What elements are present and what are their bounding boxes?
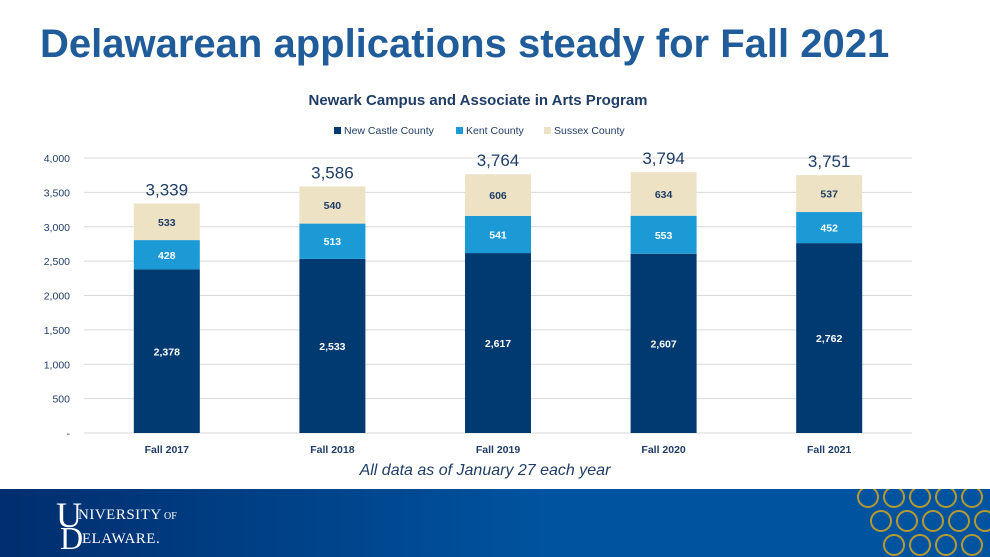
total-label: 3,339 (146, 180, 189, 199)
bar-segment (133, 203, 200, 241)
y-tick-label: - (67, 428, 71, 440)
svg-text:U: U (56, 497, 82, 535)
legend-swatch (334, 127, 341, 134)
chart-legend: New Castle County Kent County Sussex Count… (334, 125, 625, 137)
x-tick-label: Fall 2019 (476, 444, 521, 456)
total-label: 3,794 (642, 149, 685, 168)
total-label: 3,751 (808, 152, 851, 171)
y-tick-label: 500 (52, 394, 70, 406)
svg-text:OF: OF (164, 511, 177, 522)
svg-text:NIVERSITY: NIVERSITY (78, 507, 162, 523)
data-label: 634 (655, 189, 673, 201)
data-label: 428 (158, 250, 176, 262)
x-tick-label: Fall 2018 (310, 444, 355, 456)
university-logo: U NIVERSITY OF D ELAWARE. (56, 495, 196, 557)
data-label: 513 (324, 236, 342, 248)
y-tick-label: 3,000 (44, 222, 70, 234)
bar-segment (133, 269, 200, 433)
legend-swatch (456, 127, 463, 134)
decorative-circles (857, 489, 990, 556)
stacked-bar-chart: Newark Campus and Associate in Arts Prog… (44, 92, 912, 456)
data-label: 2,378 (154, 346, 180, 358)
total-label: 3,764 (477, 151, 520, 170)
bar-segment (133, 240, 200, 270)
y-tick-label: 3,500 (44, 187, 70, 199)
legend-label: Kent County (466, 125, 525, 137)
data-label: 2,617 (485, 338, 511, 350)
data-label: 2,762 (816, 333, 842, 345)
university-logo-graphic: U NIVERSITY OF D ELAWARE. (56, 495, 177, 556)
data-label: 553 (655, 230, 673, 242)
legend-label: New Castle County (344, 125, 435, 137)
x-tick-label: Fall 2017 (145, 444, 190, 456)
x-tick-label: Fall 2020 (641, 444, 686, 456)
x-tick-label: Fall 2021 (807, 444, 852, 456)
total-label: 3,586 (311, 163, 354, 182)
bar-segment (630, 253, 697, 433)
slide-title: Delawarean applications steady for Fall … (40, 22, 890, 66)
bar-segment (465, 215, 531, 254)
chart-bars: 2,378 428 533 3,339 2,533 513 540 3,586 2,617 541… (133, 149, 863, 433)
y-axis: - 500 1,000 1,500 2,000 2,500 3,000 3,500 4,000 (44, 153, 71, 440)
x-axis: Fall 2017 Fall 2018 Fall 2019 Fall 2020 Fall… (145, 444, 852, 456)
bar-segment (465, 253, 531, 433)
bar-segment (299, 186, 366, 224)
y-tick-label: 1,500 (44, 325, 70, 337)
data-label: 2,533 (319, 341, 345, 353)
bar-segment (630, 215, 697, 254)
data-label: 540 (324, 200, 342, 212)
footer-banner: U NIVERSITY OF D ELAWARE. (0, 489, 990, 557)
chart-title: Newark Campus and Associate in Arts Prog… (309, 92, 648, 109)
legend-swatch (544, 127, 551, 134)
data-label: 537 (820, 189, 838, 201)
data-label: 606 (489, 190, 507, 202)
data-label: 541 (489, 229, 507, 241)
y-tick-label: 2,000 (44, 291, 70, 303)
y-tick-label: 1,000 (44, 359, 70, 371)
bar-segment (465, 174, 531, 216)
footnote: All data as of January 27 each year (359, 462, 611, 479)
bar-segment (299, 223, 366, 259)
y-tick-label: 4,000 (44, 153, 70, 165)
data-label: 452 (820, 223, 838, 235)
bar-segment (796, 243, 863, 433)
svg-text:ELAWARE.: ELAWARE. (82, 531, 160, 547)
y-tick-label: 2,500 (44, 256, 70, 268)
bar-segment (299, 258, 366, 433)
bar-segment (630, 172, 697, 216)
bar-segment (796, 175, 863, 213)
data-label: 533 (158, 217, 176, 229)
data-label: 2,607 (650, 338, 676, 350)
svg-text:D: D (60, 520, 83, 553)
bar-segment (796, 212, 863, 244)
legend-label: Sussex County (554, 125, 625, 137)
